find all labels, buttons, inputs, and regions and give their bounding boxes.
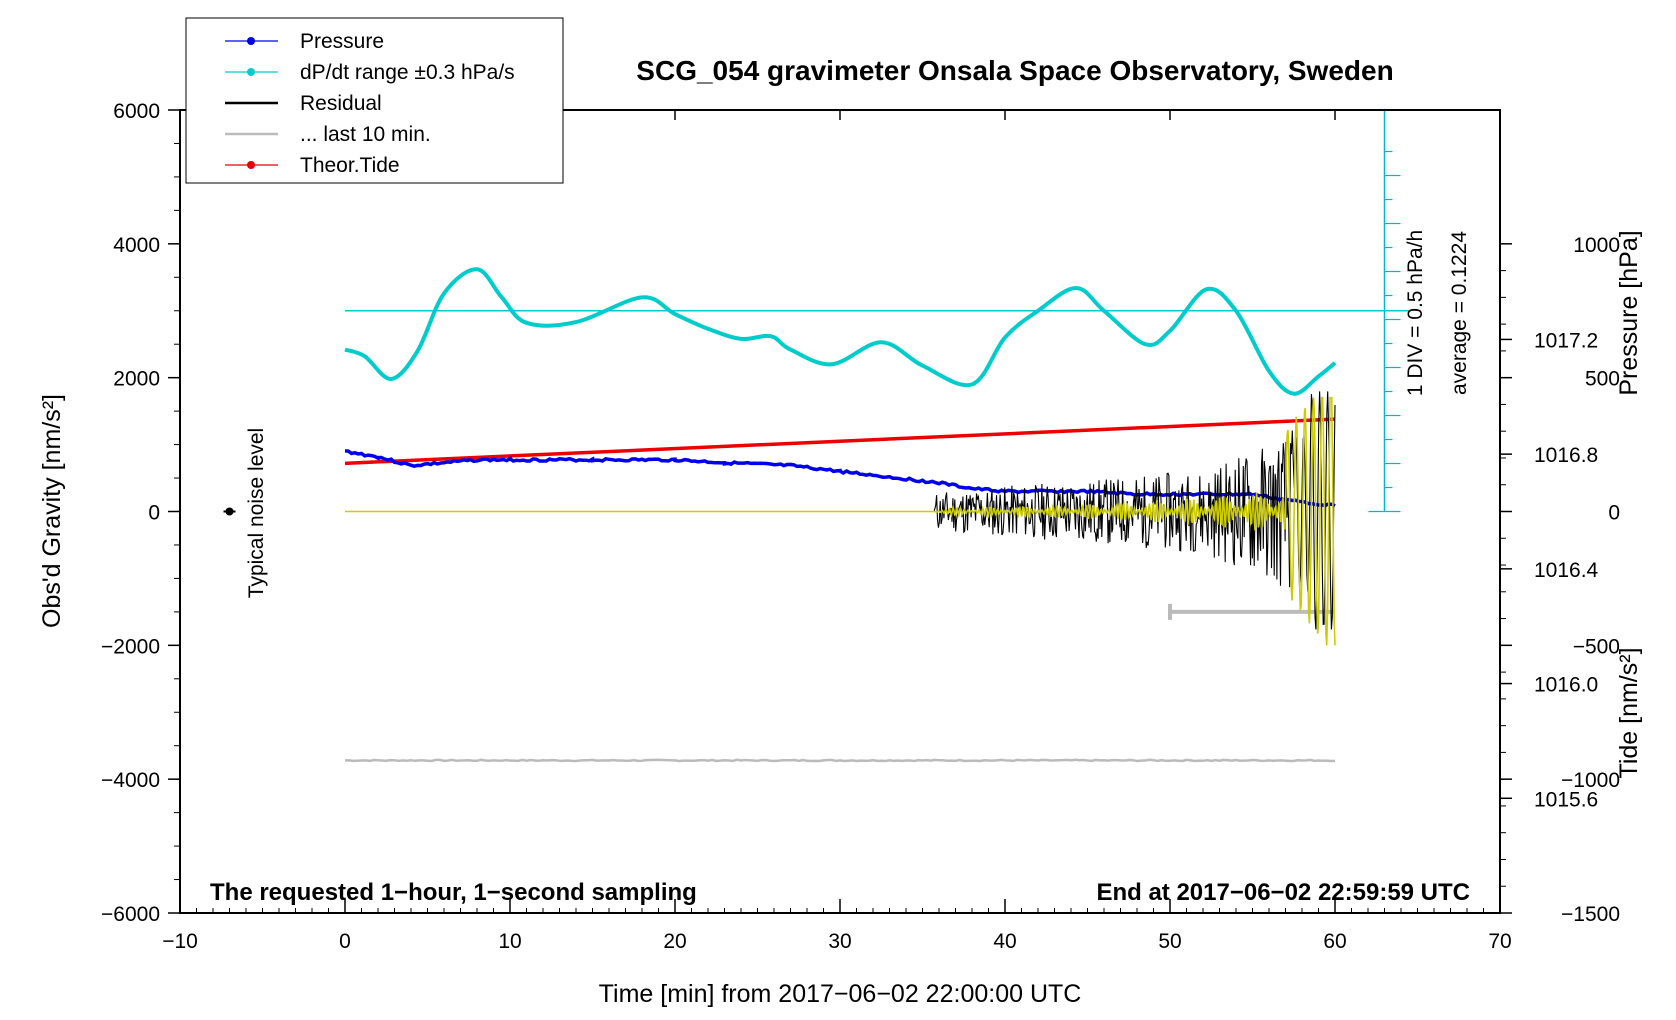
noise-level-point [225,507,234,516]
x-tick-label: 50 [1158,930,1181,953]
tide-line [344,417,1336,466]
legend-swatch-marker [247,68,255,76]
chart-title: SCG_054 gravimeter Onsala Space Observat… [636,55,1393,86]
legend-label: ... last 10 min. [300,123,431,146]
pressure-tick-label: 1015.6 [1534,788,1598,811]
series-layer [223,110,1410,763]
x-axis-title: Time [min] from 2017−06−02 22:00:00 UTC [599,980,1082,1008]
ticks-layer: −10 0 10 20 30 40 50 60 70 6000 4000 2000 0 −2000 −400… [101,100,1620,953]
tide-tick-label: 0 [1608,502,1620,525]
x-tick-label: 20 [663,930,686,953]
x-tick-label: 10 [498,930,521,953]
pressure-scale-label: 1 DIV = 0.5 hPa/h [1404,230,1427,396]
y-left-tick-label: −4000 [101,769,160,792]
tide-tick-label: −1500 [1561,903,1620,926]
sampling-annotation: The requested 1−hour, 1−second sampling [210,879,697,906]
legend-box [185,17,564,184]
x-tick-label: 70 [1488,930,1511,953]
pressure-tick-label: 1016.8 [1534,444,1598,467]
legend-swatch-marker [247,161,255,169]
y-left-tick-label: −6000 [101,903,160,926]
y-left-tick-label: −2000 [101,635,160,658]
pressure-tick-label: 1017.2 [1534,329,1598,352]
x-tick-label: 0 [339,930,351,953]
legend-label: Residual [300,92,382,115]
y-axis-pressure-title: Pressure [hPa] [1615,230,1643,395]
y-axis-tide-title: Tide [nm/s²] [1615,647,1643,778]
tide-tick-label: −1000 [1561,769,1620,792]
x-tick-label: 60 [1323,930,1346,953]
legend-swatch-marker [247,37,255,45]
y-left-tick-label: 6000 [113,100,160,123]
pressure-average-label: average = 0.1224 [1448,231,1471,395]
x-tick-label: 40 [993,930,1016,953]
noise-level-label: Typical noise level [245,428,268,598]
legend-label: dP/dt range ±0.3 hPa/s [300,61,515,84]
legend-items: Pressure dP/dt range ±0.3 hPa/s Residual..… [225,30,515,177]
y-left-tick-label: 2000 [113,368,160,391]
legend-label: Pressure [300,30,384,53]
pressure-tick-label: 1016.4 [1534,559,1599,582]
tide-tick-label: −500 [1573,635,1620,658]
x-tick-label: −10 [162,930,198,953]
y-left-tick-label: 0 [148,502,160,525]
tide-tick-label: 500 [1585,368,1620,391]
tide-tick-label: 1000 [1573,234,1620,257]
y-left-tick-label: 4000 [113,234,160,257]
y-axis-left-title: Obs'd Gravity [nm/s²] [38,394,66,628]
last-10-min-trace [345,758,1336,763]
legend-label: Theor.Tide [300,154,400,177]
dpdt-line [344,267,1337,396]
pressure-line [344,449,1336,508]
x-tick-label: 30 [828,930,851,953]
pressure-tick-label: 1016.0 [1534,674,1598,697]
residual-filtered-line [345,396,1336,646]
legend: Pressure dP/dt range ±0.3 hPa/s Residual..… [185,17,564,184]
end-time-annotation: End at 2017−06−02 22:59:59 UTC [1096,879,1470,906]
